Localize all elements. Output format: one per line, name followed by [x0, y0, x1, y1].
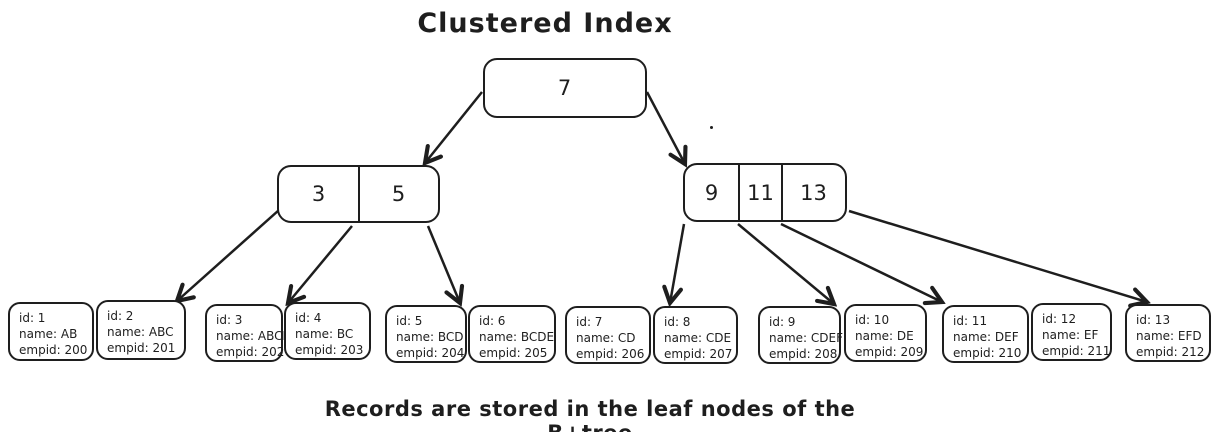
leaf-name: name: EFD [1136, 329, 1202, 343]
leaf-empid: empid: 201 [107, 341, 176, 355]
edge-right-node-to-leaf8-arrow [670, 223, 686, 303]
leaf-node-9: id: 9 name: CDEF empid: 208 [758, 306, 843, 364]
leaf-name: name: ABCD [216, 329, 292, 343]
leaf-node-1: id: 1 name: AB empid: 200 [8, 302, 94, 361]
internal-node-left: 3 5 [277, 165, 440, 223]
leaf-empid: empid: 210 [953, 346, 1022, 360]
leaf-empid: empid: 205 [479, 346, 548, 360]
leaf-empid: empid: 203 [295, 343, 364, 357]
internal-node-left-key-3: 3 [311, 182, 326, 206]
leaf-id: id: 6 [479, 314, 506, 328]
leaf-empid: empid: 207 [664, 347, 733, 361]
leaf-name: name: DEF [953, 330, 1019, 344]
edge-root-to-right-node-arrow [645, 91, 685, 164]
internal-node-right-key-9: 9 [704, 180, 719, 205]
leaf-name: name: EF [1042, 328, 1099, 342]
leaf-node-11: id: 11 name: DEF empid: 210 [942, 305, 1029, 363]
internal-node-right: 9 11 13 [683, 163, 847, 222]
leaf-node-10: id: 10 name: DE empid: 209 [844, 304, 927, 362]
leaf-empid: empid: 202 [216, 345, 285, 359]
leaf-name: name: CD [576, 331, 636, 345]
root-node-key: 7 [557, 76, 572, 100]
edge-left-node-to-leaf2-arrow [177, 209, 280, 301]
leaf-empid: empid: 204 [396, 346, 465, 360]
leaf-empid: empid: 212 [1136, 345, 1205, 359]
leaf-node-12: id: 12 name: EF empid: 211 [1031, 303, 1112, 361]
leaf-node-13: id: 13 name: EFD empid: 212 [1125, 304, 1211, 362]
leaf-id: id: 5 [396, 314, 423, 328]
leaf-node-6: id: 6 name: BCDE empid: 205 [468, 305, 556, 363]
internal-node-right-key-11: 11 [738, 165, 781, 220]
leaf-name: name: DE [855, 329, 914, 343]
leaf-empid: empid: 200 [19, 343, 88, 357]
leaf-id: id: 7 [576, 315, 603, 329]
leaf-id: id: 4 [295, 311, 322, 325]
leaf-empid: empid: 206 [576, 347, 645, 361]
leaf-id: id: 11 [953, 314, 988, 328]
leaf-id: id: 10 [855, 313, 890, 327]
leaf-id: id: 1 [19, 311, 46, 325]
diagram-caption: Records are stored in the leaf nodes of … [324, 397, 856, 432]
leaf-id: id: 3 [216, 313, 243, 327]
edge-left-node-to-leaf4-arrow [288, 225, 353, 303]
internal-node-left-key-5: 5 [358, 167, 437, 221]
leaf-name: name: CDE [664, 331, 732, 345]
diagram-title: Clustered Index [417, 8, 673, 39]
edge-root-to-left-node-arrow [425, 91, 483, 163]
leaf-node-2: id: 2 name: ABC empid: 201 [96, 300, 186, 360]
leaf-id: id: 8 [664, 315, 691, 329]
internal-node-right-key-13: 13 [781, 165, 844, 220]
leaf-empid: empid: 208 [769, 347, 838, 361]
leaf-empid: empid: 209 [855, 345, 924, 359]
edge-left-node-to-leaf5-arrow [426, 225, 460, 303]
leaf-node-5: id: 5 name: BCD empid: 204 [385, 305, 467, 363]
leaf-name: name: BCD [396, 330, 464, 344]
leaf-id: id: 12 [1042, 312, 1077, 326]
leaf-id: id: 2 [107, 309, 134, 323]
leaf-node-3: id: 3 name: ABCD empid: 202 [205, 304, 292, 362]
stray-dot [710, 126, 713, 129]
leaf-id: id: 13 [1136, 313, 1171, 327]
leaf-name: name: BCDE [479, 330, 555, 344]
leaf-node-7: id: 7 name: CD empid: 206 [565, 306, 651, 364]
leaf-node-4: id: 4 name: BC empid: 203 [284, 302, 371, 360]
leaf-empid: empid: 211 [1042, 344, 1111, 358]
edge-right-node-to-leaf13-arrow [848, 209, 1147, 302]
leaf-name: name: AB [19, 327, 78, 341]
root-node: 7 [483, 58, 647, 118]
leaf-node-8: id: 8 name: CDE empid: 207 [653, 306, 738, 364]
edge-right-node-to-leaf11-arrow [780, 222, 942, 302]
leaf-id: id: 9 [769, 315, 796, 329]
leaf-name: name: BC [295, 327, 354, 341]
leaf-name: name: CDEF [769, 331, 843, 345]
edge-right-node-to-leaf10-arrow [737, 223, 834, 304]
leaf-name: name: ABC [107, 325, 174, 339]
